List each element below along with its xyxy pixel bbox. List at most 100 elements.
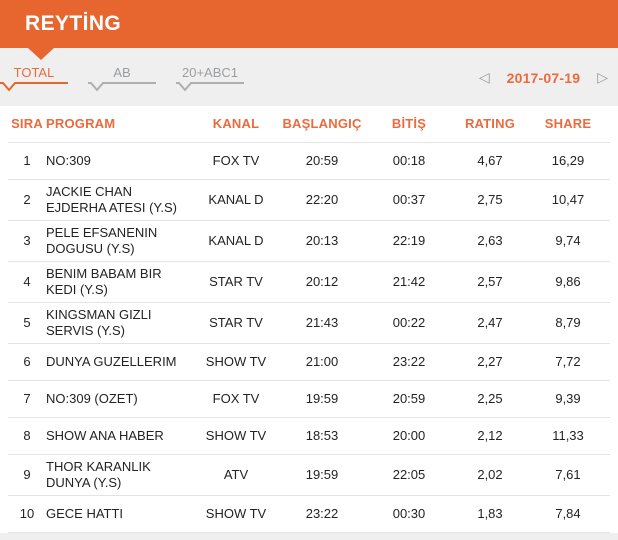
ratings-table-body: 1 NO:309 FOX TV 20:59 00:18 4,67 16,29 2 JACKIE … [8, 142, 610, 533]
cell-baslangic: 20:12 [280, 261, 364, 303]
cell-rating: 2,02 [454, 454, 526, 496]
column-header-bitis: BİTİŞ [364, 106, 454, 143]
cell-sira: 10 [8, 495, 46, 533]
cell-kanal: ATV [192, 454, 280, 496]
cell-kanal: FOX TV [192, 380, 280, 418]
cell-bitis: 00:30 [364, 495, 454, 533]
cell-rating: 2,63 [454, 220, 526, 262]
cell-bitis: 00:22 [364, 302, 454, 344]
cell-kanal: SHOW TV [192, 495, 280, 533]
table-row: 9 THOR KARANLIK DUNYA (Y.S) ATV 19:59 22:05 2… [8, 454, 610, 496]
cell-kanal: KANAL D [192, 179, 280, 221]
cell-bitis: 00:37 [364, 179, 454, 221]
cell-baslangic: 21:43 [280, 302, 364, 344]
cell-share: 9,86 [526, 261, 610, 303]
cell-program: NO:309 (OZET) [46, 380, 192, 418]
cell-baslangic: 18:53 [280, 417, 364, 455]
next-date-button[interactable]: ▷ [597, 70, 608, 86]
cell-baslangic: 20:13 [280, 220, 364, 262]
column-header-sira: SIRA [8, 106, 46, 143]
cell-program: DUNYA GUZELLERIM [46, 343, 192, 381]
cell-sira: 4 [8, 261, 46, 303]
cell-rating: 2,25 [454, 380, 526, 418]
cell-bitis: 00:18 [364, 142, 454, 180]
header-pointer-triangle-icon [28, 48, 54, 60]
table-row: 10 GECE HATTI SHOW TV 23:22 00:30 1,83 7,84 [8, 495, 610, 533]
cell-program: PELE EFSANENIN DOGUSU (Y.S) [46, 220, 192, 262]
cell-baslangic: 19:59 [280, 380, 364, 418]
cell-baslangic: 21:00 [280, 343, 364, 381]
cell-baslangic: 22:20 [280, 179, 364, 221]
table-row: 4 BENIM BABAM BIR KEDI (Y.S) STAR TV 20:12 2… [8, 261, 610, 303]
tab-20-abc1-label: 20+ABC1 [181, 65, 238, 80]
cell-kanal: FOX TV [192, 142, 280, 180]
cell-kanal: STAR TV [192, 302, 280, 344]
cell-kanal: KANAL D [192, 220, 280, 262]
table-row: 6 DUNYA GUZELLERIM SHOW TV 21:00 23:22 2,27 7,… [8, 343, 610, 381]
cell-baslangic: 23:22 [280, 495, 364, 533]
tab-underline-notch-icon [176, 82, 244, 92]
cell-share: 7,72 [526, 343, 610, 381]
cell-program: SHOW ANA HABER [46, 417, 192, 455]
cell-sira: 1 [8, 142, 46, 180]
tab-total-label: TOTAL [13, 65, 55, 80]
table-row: 5 KINGSMAN GIZLI SERVIS (Y.S) STAR TV 21:43… [8, 302, 610, 344]
tab-underline-notch-icon [88, 82, 156, 92]
cell-program: THOR KARANLIK DUNYA (Y.S) [46, 454, 192, 496]
app-header: REYTİNG [0, 0, 618, 48]
ratings-table: SIRA PROGRAM KANAL BAŞLANGIÇ BİTİŞ RATIN… [8, 106, 610, 533]
cell-sira: 3 [8, 220, 46, 262]
cell-rating: 2,12 [454, 417, 526, 455]
cell-rating: 1,83 [454, 495, 526, 533]
cell-rating: 2,27 [454, 343, 526, 381]
table-row: 1 NO:309 FOX TV 20:59 00:18 4,67 16,29 [8, 142, 610, 180]
cell-rating: 2,57 [454, 261, 526, 303]
cell-rating: 2,47 [454, 302, 526, 344]
prev-date-button[interactable]: ◁ [478, 70, 490, 86]
cell-share: 11,33 [526, 417, 610, 455]
cell-bitis: 22:19 [364, 220, 454, 262]
cell-rating: 2,75 [454, 179, 526, 221]
ratings-table-container: SIRA PROGRAM KANAL BAŞLANGIÇ BİTİŞ RATIN… [0, 106, 618, 533]
date-label: 2017-07-19 [506, 70, 581, 86]
cell-sira: 7 [8, 380, 46, 418]
cell-program: GECE HATTI [46, 495, 192, 533]
column-header-kanal: KANAL [192, 106, 280, 143]
date-navigator: ◁ 2017-07-19 ▷ [479, 70, 608, 86]
cell-share: 7,61 [526, 454, 610, 496]
cell-kanal: STAR TV [192, 261, 280, 303]
table-row: 7 NO:309 (OZET) FOX TV 19:59 20:59 2,25 9,39 [8, 380, 610, 418]
cell-sira: 9 [8, 454, 46, 496]
page-title: REYTİNG [25, 12, 122, 35]
cell-bitis: 22:05 [364, 454, 454, 496]
cell-sira: 5 [8, 302, 46, 344]
cell-share: 10,47 [526, 179, 610, 221]
cell-baslangic: 20:59 [280, 142, 364, 180]
tab-20-abc1[interactable]: 20+ABC1 [176, 65, 244, 92]
cell-baslangic: 19:59 [280, 454, 364, 496]
tab-ab-label: AB [113, 65, 131, 80]
cell-sira: 8 [8, 417, 46, 455]
column-header-baslangic: BAŞLANGIÇ [280, 106, 364, 143]
tab-total[interactable]: TOTAL [0, 65, 68, 92]
table-row: 8 SHOW ANA HABER SHOW TV 18:53 20:00 2,12 11,3… [8, 417, 610, 455]
cell-sira: 6 [8, 343, 46, 381]
column-header-program: PROGRAM [46, 106, 192, 143]
cell-share: 16,29 [526, 142, 610, 180]
cell-share: 7,84 [526, 495, 610, 533]
cell-share: 8,79 [526, 302, 610, 344]
cell-bitis: 20:00 [364, 417, 454, 455]
cell-kanal: SHOW TV [192, 417, 280, 455]
tab-ab[interactable]: AB [88, 65, 156, 92]
table-header-row: SIRA PROGRAM KANAL BAŞLANGIÇ BİTİŞ RATIN… [8, 106, 610, 143]
table-row: 3 PELE EFSANENIN DOGUSU (Y.S) KANAL D 20:13… [8, 220, 610, 262]
tabs-row: TOTAL AB 20+ABC1 ◁ 2017-07-19 ▷ [0, 48, 618, 106]
cell-program: KINGSMAN GIZLI SERVIS (Y.S) [46, 302, 192, 344]
cell-share: 9,74 [526, 220, 610, 262]
column-header-share: SHARE [526, 106, 610, 143]
audience-tabs: TOTAL AB 20+ABC1 [0, 48, 618, 92]
cell-bitis: 21:42 [364, 261, 454, 303]
cell-bitis: 23:22 [364, 343, 454, 381]
cell-share: 9,39 [526, 380, 610, 418]
cell-program: BENIM BABAM BIR KEDI (Y.S) [46, 261, 192, 303]
